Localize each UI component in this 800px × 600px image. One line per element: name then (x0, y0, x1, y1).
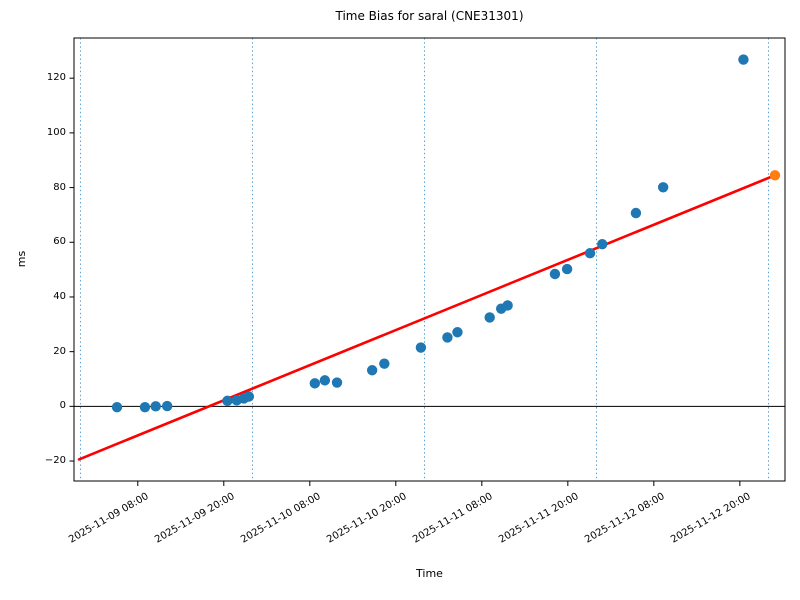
bias-measurements-point (222, 395, 233, 407)
bias-measurements-point (161, 400, 173, 412)
bias-measurements-point (243, 391, 255, 402)
day-gridlines (79, 38, 770, 481)
bias-measurements-points (111, 54, 749, 413)
bias-measurements-point (111, 401, 123, 413)
y-tick-label: 100 (46, 126, 66, 138)
x-axis-label: Time (416, 567, 443, 580)
bias-measurements-point (502, 300, 513, 311)
bias-measurements-point (331, 377, 343, 388)
predicted-bias-point (769, 170, 781, 181)
y-tick-label: 60 (53, 236, 66, 248)
bias-measurements-point (366, 365, 378, 376)
bias-measurements-point (442, 332, 453, 343)
bias-measurements-point (309, 378, 321, 389)
bias-measurements-point (561, 263, 573, 275)
bias-measurements-point (379, 358, 390, 369)
bias-measurements-point (415, 342, 427, 353)
bias-measurements-point (150, 401, 161, 412)
y-tick-label: −20 (44, 455, 66, 467)
plot-frame (73, 37, 786, 482)
y-tick-label: 80 (53, 181, 66, 193)
y-tick-label: 20 (53, 345, 66, 357)
bias-measurements-point (630, 207, 642, 219)
bias-measurements-point (549, 268, 561, 280)
bias-measurements-point (452, 327, 463, 338)
bias-measurements-point (738, 54, 749, 65)
bias-measurements-point (139, 401, 151, 413)
bias-measurements-point (484, 312, 495, 323)
bias-measurements-point (584, 248, 596, 259)
bias-measurements-point (597, 238, 608, 250)
predicted-bias-points (769, 170, 781, 181)
chart-title: Time Bias for saral (CNE31301) (335, 9, 524, 23)
y-tick-label: 120 (46, 72, 66, 84)
fit-line (77, 173, 777, 461)
bias-measurements-point (657, 182, 669, 193)
y-tick-label: 0 (59, 400, 66, 412)
y-tick-label: 40 (53, 290, 66, 302)
axis-ticks (69, 77, 741, 486)
bias-measurements-point (319, 375, 331, 386)
